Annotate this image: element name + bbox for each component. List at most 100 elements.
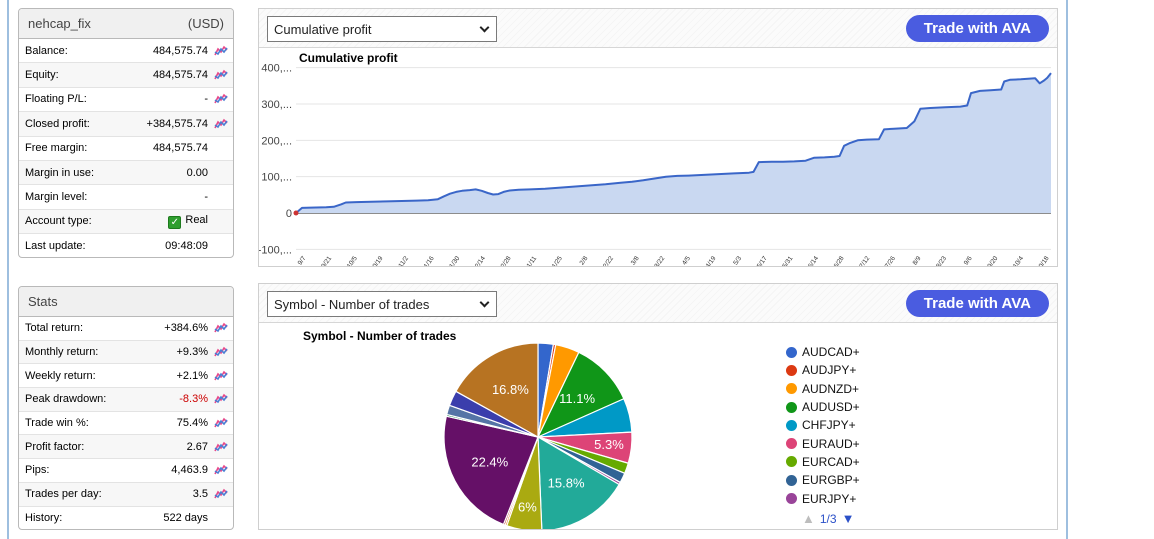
row-icon-slot bbox=[208, 416, 228, 430]
table-row: Floating P/L: - bbox=[19, 88, 233, 113]
legend-label: AUDUSD+ bbox=[802, 400, 860, 415]
account-currency: (USD) bbox=[187, 16, 224, 31]
symbol-trades-pie-chart[interactable]: 11.1% 5.3% 15.8% 6% 22.4% 16.8% bbox=[259, 323, 1057, 529]
mini-chart-icon[interactable] bbox=[214, 417, 228, 429]
row-value: 0.00 bbox=[186, 166, 208, 179]
stats-panel: Stats Total return: +384.6% Monthly return… bbox=[18, 286, 234, 530]
x-axis-tick-label: 5/3 bbox=[732, 255, 743, 266]
pie-slice-percent-label: 5.3% bbox=[594, 437, 624, 452]
table-row: History: 522 days bbox=[19, 507, 233, 531]
row-icon-slot bbox=[208, 92, 228, 106]
trade-with-ava-button[interactable]: Trade with AVA bbox=[905, 15, 1049, 42]
legend-color-dot bbox=[786, 456, 797, 468]
mini-chart-icon[interactable] bbox=[214, 93, 228, 105]
cumulative-profit-line[interactable] bbox=[295, 72, 1052, 214]
table-row: Last update: 09:48:09 bbox=[19, 234, 233, 258]
legend-label: AUDNZD+ bbox=[802, 381, 860, 396]
mini-chart-icon[interactable] bbox=[214, 464, 228, 476]
pie-chart-title: Symbol - Number of trades bbox=[303, 329, 457, 343]
x-axis-tick-label: 8/9 bbox=[912, 255, 923, 266]
stats-rows: Total return: +384.6% Monthly return: +9.3%… bbox=[19, 317, 233, 530]
x-axis-tick-label: 2/8 bbox=[579, 255, 590, 266]
y-axis-tick-label: 200,... bbox=[261, 135, 292, 147]
x-axis-tick-label: 12/28 bbox=[498, 255, 513, 266]
x-axis-tick-label: 5/31 bbox=[781, 255, 794, 266]
x-axis-tick-label: 11/2 bbox=[397, 255, 410, 266]
row-label: Weekly return: bbox=[25, 369, 96, 382]
x-axis-tick-label: 10/19 bbox=[369, 255, 384, 266]
chart-type-select[interactable]: Cumulative profit bbox=[267, 16, 497, 42]
x-axis-tick-label: 3/8 bbox=[630, 255, 641, 266]
y-axis-tick-label: 300,... bbox=[261, 99, 292, 111]
pie-legend: AUDCAD+ AUDJPY+ AUDNZD+ AUDUSD+ CHFJPY+ EURAU… bbox=[786, 343, 860, 508]
cumulative-profit-chart[interactable]: 400,... 300,... 200,... 100,... 0 -100,... 9/7… bbox=[259, 48, 1057, 266]
account-name: nehcap_fix bbox=[28, 16, 91, 31]
pie-type-select[interactable]: Symbol - Number of trades bbox=[267, 291, 497, 317]
row-label: Profit factor: bbox=[25, 440, 85, 453]
table-row: Profit factor: 2.67 bbox=[19, 435, 233, 460]
row-label: Trades per day: bbox=[25, 488, 102, 501]
x-axis-tick-label: 2/22 bbox=[602, 255, 615, 266]
row-icon-slot bbox=[208, 487, 228, 501]
row-value: +2.1% bbox=[176, 369, 209, 382]
legend-paginator: ▲ 1/3 ▼ bbox=[802, 511, 854, 526]
mini-chart-icon[interactable] bbox=[214, 441, 228, 453]
legend-color-dot bbox=[786, 401, 797, 413]
legend-prev-button[interactable]: ▲ bbox=[802, 511, 815, 526]
mini-chart-icon[interactable] bbox=[214, 346, 228, 358]
legend-next-button[interactable]: ▼ bbox=[841, 511, 855, 526]
x-axis-tick-label: 7/12 bbox=[858, 255, 871, 266]
real-account-checkbox: ✓ bbox=[168, 215, 182, 229]
row-value: 2.67 bbox=[186, 440, 208, 453]
legend-label: CHFJPY+ bbox=[802, 418, 856, 433]
x-axis-tick-label: 6/28 bbox=[833, 255, 846, 266]
stats-title: Stats bbox=[28, 294, 58, 309]
pie-slice-percent-label: 11.1% bbox=[559, 391, 595, 406]
row-value: 484,575.74 bbox=[152, 44, 208, 57]
table-row: Margin in use: 0.00 bbox=[19, 160, 233, 186]
row-label: Trade win %: bbox=[25, 417, 89, 430]
x-axis-tick-label: 9/7 bbox=[297, 255, 308, 266]
mini-chart-icon[interactable] bbox=[214, 45, 228, 57]
trade-with-ava-button[interactable]: Trade with AVA bbox=[905, 290, 1049, 317]
row-value: +9.3% bbox=[176, 346, 209, 359]
legend-item: EURGBP+ bbox=[786, 471, 860, 489]
row-value: -8.3% bbox=[179, 393, 208, 406]
area-fill bbox=[296, 73, 1051, 213]
legend-item: CHFJPY+ bbox=[786, 416, 860, 434]
pie-slice[interactable] bbox=[537, 436, 620, 529]
row-icon-slot bbox=[208, 68, 228, 82]
mini-chart-icon[interactable] bbox=[214, 370, 228, 382]
pie-type-select-wrap: Symbol - Number of trades bbox=[267, 291, 497, 317]
mini-chart-icon[interactable] bbox=[214, 393, 228, 405]
x-axis-tick-label: 1/25 bbox=[551, 255, 564, 266]
pie-slice[interactable] bbox=[443, 415, 539, 526]
pie-slice-audusd+[interactable] bbox=[537, 351, 625, 438]
symbol-trades-section: Symbol - Number of trades Trade with AVA… bbox=[258, 283, 1058, 530]
row-icon-slot bbox=[208, 117, 228, 131]
table-row: Peak drawdown: -8.3% bbox=[19, 388, 233, 412]
mini-chart-icon[interactable] bbox=[214, 118, 228, 130]
row-icon-slot bbox=[208, 463, 228, 477]
row-value: ✓ Real bbox=[92, 214, 208, 229]
pie-slice-percent-label: 22.4% bbox=[471, 454, 508, 469]
row-value: +384,575.74 bbox=[146, 117, 208, 130]
table-row: Equity: 484,575.74 bbox=[19, 63, 233, 88]
mini-chart-icon[interactable] bbox=[214, 69, 228, 81]
account-panel-header: nehcap_fix (USD) bbox=[19, 9, 233, 39]
mini-chart-icon[interactable] bbox=[214, 322, 228, 334]
legend-label: EURJPY+ bbox=[802, 491, 857, 506]
row-value: 75.4% bbox=[176, 417, 208, 430]
x-axis-tick-label: 6/14 bbox=[807, 255, 820, 266]
pie-slice[interactable] bbox=[455, 342, 539, 438]
x-axis-tick-label: 10/5 bbox=[346, 255, 359, 266]
x-axis-tick-label: 9/6 bbox=[963, 255, 974, 266]
legend-color-dot bbox=[786, 474, 797, 486]
row-icon-slot bbox=[208, 392, 228, 406]
row-value: 484,575.74 bbox=[152, 142, 208, 155]
legend-label: AUDCAD+ bbox=[802, 345, 860, 360]
mini-chart-icon[interactable] bbox=[214, 488, 228, 500]
row-label: Pips: bbox=[25, 464, 50, 477]
row-value: 09:48:09 bbox=[165, 240, 208, 253]
